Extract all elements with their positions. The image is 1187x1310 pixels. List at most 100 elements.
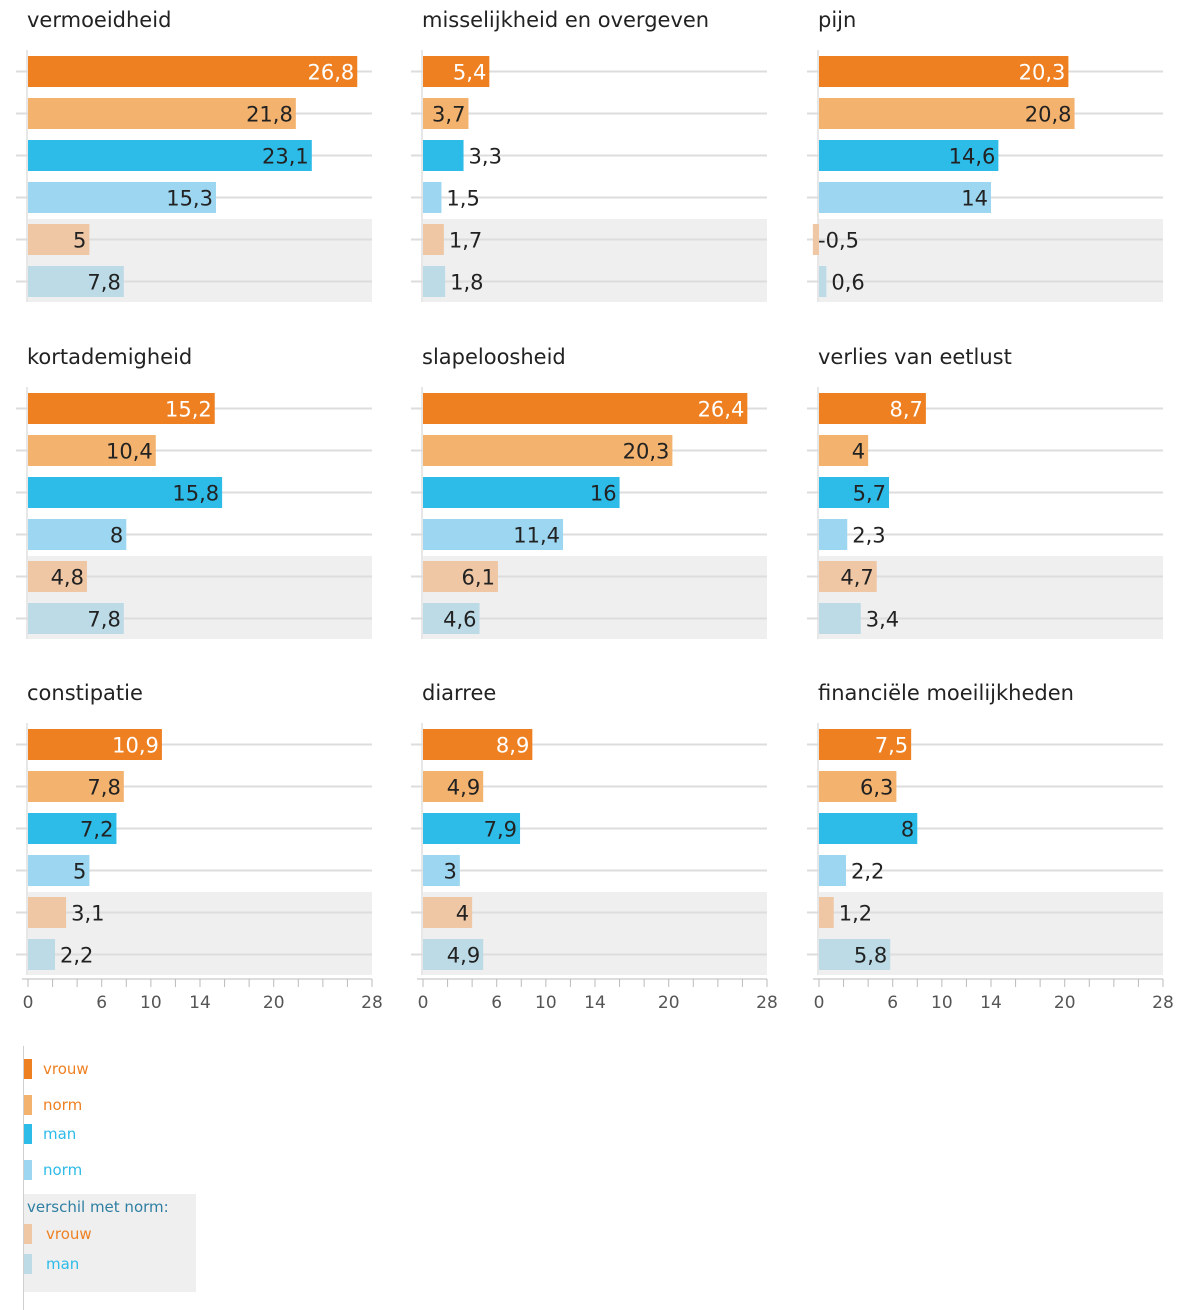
x-tick-label: 0 — [23, 993, 34, 1013]
legend: vrouw norm man norm verschil met norm: v… — [0, 1040, 260, 1310]
data-label: 5 — [73, 860, 86, 884]
difference-background — [28, 892, 372, 975]
bar-vrouw — [819, 56, 1069, 87]
data-label: 1,2 — [839, 902, 872, 926]
x-tick-label: 14 — [584, 993, 606, 1013]
data-label: 20,8 — [1025, 103, 1072, 127]
panel-title: vermoeidheid — [27, 8, 171, 32]
bar-norm-norm — [819, 855, 847, 886]
data-label: 21,8 — [246, 103, 293, 127]
legend-swatch-man-norm — [24, 1160, 32, 1180]
data-label: 8 — [901, 818, 914, 842]
legend-difference-box: verschil met norm: vrouw man — [24, 1194, 196, 1292]
data-label: 26,4 — [698, 398, 745, 422]
data-label: 8,7 — [889, 398, 922, 422]
bar-man-diff — [423, 603, 480, 634]
legend-divider — [23, 1046, 24, 1310]
legend-label-vrouw-norm: norm — [43, 1096, 83, 1114]
bar-norm-norm — [819, 98, 1075, 129]
small-multiples-bar-chart: vermoeidheid26,821,823,115,357,8misselij… — [16, 8, 1174, 1013]
x-tick-label: 6 — [96, 993, 107, 1013]
data-label: 15,3 — [166, 187, 213, 211]
x-tick-label: 20 — [658, 993, 680, 1013]
data-label: 3,7 — [432, 103, 465, 127]
panel-title: kortademigheid — [27, 345, 192, 369]
data-label: 2,2 — [60, 944, 93, 968]
data-label: 7,2 — [80, 818, 113, 842]
difference-background — [423, 219, 767, 302]
legend-swatch-man — [24, 1124, 32, 1144]
bar-norm-norm — [28, 98, 296, 129]
legend-swatch-vrouw — [24, 1059, 32, 1079]
bar-vrouw — [28, 729, 162, 760]
x-tick-label: 28 — [756, 993, 778, 1013]
bar-man — [819, 140, 999, 171]
bar-vrouw-diff — [819, 561, 877, 592]
bar-norm-norm — [423, 855, 460, 886]
bar-man-diff — [423, 939, 484, 970]
panel-3: pijn 20,3 20,8 14,6 14 -0,5 0,6 — [807, 8, 1163, 302]
data-label: 7,8 — [87, 608, 120, 632]
bar-man — [819, 813, 918, 844]
data-label: 3,1 — [71, 902, 104, 926]
data-label: 4,6 — [443, 608, 476, 632]
bar-man-diff — [819, 939, 891, 970]
bar-man — [819, 477, 890, 508]
x-tick-label: 10 — [931, 993, 953, 1013]
data-label: 4 — [456, 902, 469, 926]
bar-vrouw — [819, 729, 912, 760]
data-label: 4,9 — [447, 776, 480, 800]
data-label: 6,3 — [860, 776, 893, 800]
legend-label-diff-vrouw: vrouw — [46, 1225, 92, 1243]
data-label: 1,8 — [450, 271, 483, 295]
data-label: 10,4 — [106, 440, 153, 464]
bar-norm-norm — [819, 182, 991, 213]
panel-title: financiële moeilijkheden — [818, 681, 1074, 705]
bar-norm-norm — [423, 98, 469, 129]
data-label: 5 — [73, 229, 86, 253]
legend-swatch-vrouw-norm — [24, 1095, 32, 1115]
x-tick-label: 20 — [1054, 993, 1076, 1013]
bar-norm-norm — [423, 771, 484, 802]
data-label: 0,6 — [831, 271, 864, 295]
x-tick-label: 10 — [140, 993, 162, 1013]
panel-4: kortademigheid 15,2 10,4 15,8 8 4,87,8 — [16, 345, 372, 639]
bar-vrouw — [423, 56, 490, 87]
legend-label-man-norm: norm — [43, 1161, 83, 1179]
bar-vrouw — [819, 393, 926, 424]
data-label: 4 — [852, 440, 865, 464]
x-tick-label: 28 — [1152, 993, 1174, 1013]
data-label: 11,4 — [513, 524, 560, 548]
data-label: 7,9 — [484, 818, 517, 842]
panel-5: slapeloosheid 26,4 20,316 11,4 6,1 4,6 — [411, 345, 767, 639]
data-label: 5,4 — [453, 61, 486, 85]
data-label: -0,5 — [818, 229, 859, 253]
bar-man — [28, 477, 223, 508]
bar-norm-norm — [819, 771, 897, 802]
data-label: 15,8 — [172, 482, 219, 506]
legend-swatch-diff-vrouw — [24, 1224, 32, 1244]
bar-vrouw-diff — [819, 897, 834, 928]
data-label: 6,1 — [462, 566, 495, 590]
data-label: 1,7 — [449, 229, 482, 253]
bar-norm-norm — [28, 771, 124, 802]
panel-1: vermoeidheid 26,8 21,8 23,1 15,3 57,8 — [16, 8, 372, 302]
bar-norm-norm — [819, 435, 869, 466]
bar-norm-norm — [423, 519, 564, 550]
data-label: 3,3 — [469, 145, 502, 169]
bar-vrouw-diff — [28, 897, 67, 928]
data-label: 23,1 — [262, 145, 309, 169]
bar-man — [28, 813, 117, 844]
bar-norm-norm — [28, 182, 216, 213]
data-label: 4,8 — [51, 566, 84, 590]
data-label: 16 — [590, 482, 617, 506]
panel-9: financiële moeilijkheden 7,5 6,3 8 2,2 1,2 5,8… — [807, 681, 1174, 1013]
panel-title: diarree — [422, 681, 496, 705]
legend-label-diff-man: man — [46, 1255, 80, 1273]
bar-norm-norm — [423, 435, 673, 466]
panel-6: verlies van eetlust 8,7 4 5,7 2,3 4,7 3,4 — [807, 345, 1163, 639]
bar-vrouw — [423, 729, 533, 760]
bar-man-diff — [28, 266, 124, 297]
bar-vrouw-diff — [423, 897, 473, 928]
x-tick-label: 10 — [535, 993, 557, 1013]
